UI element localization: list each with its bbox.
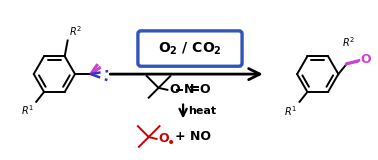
Text: + NO: + NO	[175, 131, 211, 144]
Text: O: O	[158, 132, 169, 145]
Text: $\mathbf{O_2}$ / $\mathbf{CO_2}$: $\mathbf{O_2}$ / $\mathbf{CO_2}$	[158, 40, 222, 57]
Text: O: O	[169, 83, 180, 96]
Text: $R^2$: $R^2$	[69, 24, 82, 38]
Text: O: O	[360, 53, 370, 66]
Text: •: •	[166, 136, 175, 150]
Text: $R^2$: $R^2$	[342, 35, 355, 48]
FancyBboxPatch shape	[138, 31, 242, 66]
Text: N: N	[184, 83, 194, 96]
Text: $R^1$: $R^1$	[21, 103, 34, 117]
Text: $R^1$: $R^1$	[284, 104, 297, 118]
Text: heat: heat	[188, 106, 216, 116]
Text: O: O	[200, 83, 211, 96]
